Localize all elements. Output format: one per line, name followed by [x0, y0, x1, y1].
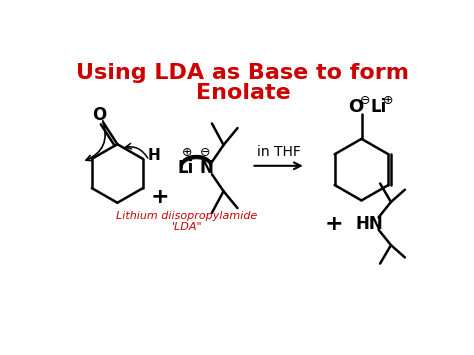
Text: ⊖: ⊖ — [200, 146, 210, 159]
Text: Enolate: Enolate — [196, 83, 290, 103]
Text: HN: HN — [356, 214, 383, 233]
Text: N: N — [200, 159, 213, 177]
Text: H: H — [147, 148, 160, 163]
Text: +: + — [325, 214, 344, 234]
Text: Li: Li — [370, 98, 387, 115]
Text: ⊕: ⊕ — [383, 94, 393, 107]
Text: in THF: in THF — [256, 145, 301, 159]
Text: O: O — [91, 106, 106, 124]
Text: ⊖: ⊖ — [360, 94, 371, 107]
Text: O: O — [348, 98, 364, 115]
Text: ⊕: ⊕ — [182, 146, 192, 159]
Text: +: + — [151, 187, 169, 207]
Text: 'LDA": 'LDA" — [172, 222, 202, 233]
Text: Lithium diisopropylamide: Lithium diisopropylamide — [117, 211, 258, 221]
Text: Li: Li — [177, 159, 194, 177]
Text: Using LDA as Base to form: Using LDA as Base to form — [76, 64, 410, 83]
